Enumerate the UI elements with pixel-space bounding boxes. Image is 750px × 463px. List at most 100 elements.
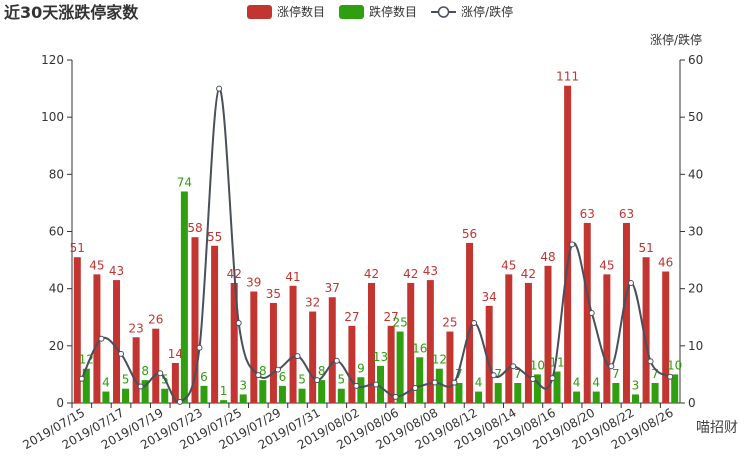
watermark: 喵招财: [696, 420, 738, 436]
data-label: 7: [651, 367, 659, 381]
data-label: 11: [549, 356, 564, 370]
bar: [269, 302, 277, 403]
legend-label: 跌停数目: [369, 4, 417, 19]
data-label: 4: [475, 376, 483, 390]
data-label: 6: [279, 370, 287, 384]
data-label: 111: [556, 70, 579, 84]
bar: [485, 305, 493, 403]
line-point: [176, 398, 183, 405]
bar: [82, 368, 90, 403]
bar: [328, 297, 336, 403]
data-label: 7: [612, 367, 620, 381]
bar: [642, 257, 650, 403]
line-point: [529, 375, 536, 382]
line-point: [412, 384, 419, 391]
data-label: 27: [383, 310, 398, 324]
bar: [564, 85, 572, 403]
data-label: 25: [442, 316, 457, 330]
bar: [368, 282, 375, 403]
bar: [230, 282, 238, 403]
line-point: [294, 353, 301, 360]
line-point: [333, 357, 340, 364]
bar: [533, 374, 541, 403]
line-point: [314, 377, 321, 384]
bar: [494, 382, 502, 403]
y2-tick-label: 10: [688, 339, 703, 353]
data-label: 7: [455, 367, 463, 381]
bar: [544, 265, 552, 403]
data-label: 45: [599, 258, 614, 272]
bar: [309, 311, 317, 403]
line-point: [137, 383, 144, 390]
y2-tick-label: 30: [688, 225, 703, 239]
bar: [455, 382, 463, 403]
bar: [426, 280, 434, 403]
data-label: 10: [667, 358, 682, 372]
y2-tick-label: 20: [688, 282, 703, 296]
legend-swatch: [339, 5, 365, 19]
bar: [211, 245, 219, 403]
data-label: 32: [305, 296, 320, 310]
bar: [171, 362, 179, 403]
data-label: 5: [122, 373, 130, 387]
bar: [524, 282, 532, 403]
line-point: [627, 279, 634, 286]
line-point: [569, 241, 576, 248]
bar: [152, 328, 160, 403]
data-label: 51: [70, 241, 85, 255]
line-point: [588, 309, 595, 316]
data-label: 51: [638, 241, 653, 255]
data-label: 39: [246, 276, 261, 290]
data-label: 56: [462, 227, 477, 241]
bar: [435, 368, 443, 403]
y2-tick-label: 0: [688, 396, 696, 410]
line-point: [196, 344, 203, 351]
data-label: 42: [364, 267, 379, 281]
bar: [348, 325, 356, 403]
bar: [592, 391, 600, 403]
data-label: 9: [357, 361, 365, 375]
bar: [396, 331, 404, 403]
data-label: 42: [521, 267, 536, 281]
data-label: 12: [432, 353, 447, 367]
data-label: 3: [632, 378, 640, 392]
bar: [583, 222, 591, 403]
data-label: 7: [494, 367, 502, 381]
bar: [357, 377, 365, 403]
data-label: 27: [344, 310, 359, 324]
data-label: 48: [540, 250, 555, 264]
data-label: 63: [580, 207, 595, 221]
y-tick-label: 80: [49, 167, 64, 181]
legend-label: 涨停数目: [277, 4, 325, 19]
bar: [191, 237, 199, 403]
data-label: 46: [658, 256, 673, 270]
line-point: [274, 366, 281, 373]
line-point: [216, 85, 223, 92]
data-label: 58: [187, 221, 202, 235]
data-label: 1: [220, 384, 228, 398]
chart-title: 近30天涨跌停家数: [4, 3, 139, 22]
bar: [278, 385, 286, 403]
data-label: 45: [89, 258, 104, 272]
line-point: [255, 372, 262, 379]
data-label: 55: [207, 230, 222, 244]
data-label: 35: [266, 287, 281, 301]
line-point: [431, 379, 438, 386]
data-label: 8: [141, 364, 149, 378]
bar: [318, 380, 326, 403]
bar: [475, 391, 483, 403]
data-label: 13: [373, 350, 388, 364]
bar: [387, 325, 395, 403]
data-label: 6: [200, 370, 208, 384]
bar: [377, 365, 384, 403]
legend-swatch: [247, 5, 272, 19]
bar: [141, 380, 149, 403]
y2-tick-label: 60: [688, 53, 703, 67]
data-label: 63: [619, 207, 634, 221]
data-label: 4: [592, 376, 600, 390]
line-point: [157, 370, 164, 377]
bar: [289, 285, 297, 403]
bar: [102, 391, 110, 403]
bar: [416, 357, 424, 403]
